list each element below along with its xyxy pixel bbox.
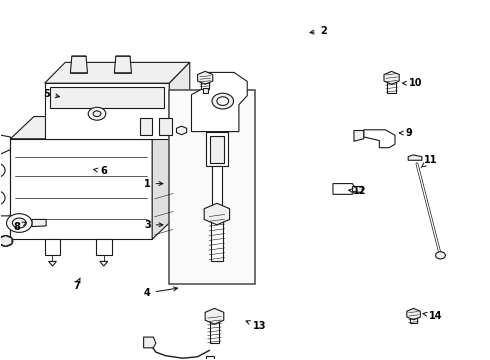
Polygon shape (114, 56, 131, 73)
Text: 7: 7 (73, 278, 80, 291)
Circle shape (6, 214, 32, 232)
Polygon shape (96, 239, 112, 255)
Polygon shape (197, 71, 213, 84)
Bar (159, 118, 171, 135)
Polygon shape (205, 309, 224, 324)
Polygon shape (0, 134, 10, 162)
Bar (212, 166, 222, 205)
Polygon shape (49, 261, 56, 266)
Circle shape (436, 252, 445, 259)
Polygon shape (0, 235, 12, 246)
Polygon shape (176, 126, 187, 135)
Text: 9: 9 (399, 129, 412, 138)
Text: 14: 14 (423, 311, 442, 320)
Circle shape (0, 235, 13, 246)
Polygon shape (364, 130, 395, 148)
Text: 6: 6 (94, 166, 107, 176)
Bar (203, 88, 208, 93)
Circle shape (212, 93, 234, 109)
Polygon shape (10, 139, 152, 239)
Bar (169, 90, 255, 284)
Bar (410, 314, 417, 323)
Text: 13: 13 (246, 321, 267, 331)
Circle shape (0, 190, 5, 206)
Polygon shape (352, 186, 362, 193)
Circle shape (93, 111, 101, 117)
Bar (210, 315, 220, 343)
Polygon shape (192, 72, 247, 132)
Text: 12: 12 (349, 186, 367, 197)
Bar (210, 136, 224, 163)
Polygon shape (100, 261, 108, 266)
Polygon shape (354, 131, 364, 141)
Bar (140, 118, 152, 135)
Circle shape (88, 107, 106, 120)
Polygon shape (144, 337, 156, 348)
Bar (49, 87, 164, 108)
Polygon shape (408, 155, 422, 160)
Text: 4: 4 (144, 287, 177, 298)
Text: 8: 8 (13, 222, 26, 231)
Polygon shape (407, 309, 420, 320)
Text: 5: 5 (44, 89, 59, 99)
Bar (206, 132, 228, 166)
Polygon shape (0, 149, 10, 216)
Polygon shape (204, 203, 230, 225)
Text: 2: 2 (310, 26, 326, 36)
Bar (387, 77, 396, 93)
Polygon shape (45, 62, 190, 83)
Polygon shape (152, 117, 175, 239)
Text: 3: 3 (144, 220, 163, 230)
Circle shape (0, 162, 5, 178)
Text: 10: 10 (402, 78, 423, 88)
Polygon shape (384, 71, 399, 84)
Polygon shape (32, 220, 46, 226)
Polygon shape (10, 117, 175, 139)
Circle shape (217, 97, 229, 105)
Bar (211, 214, 223, 261)
Polygon shape (169, 62, 190, 139)
Bar (201, 77, 209, 89)
Polygon shape (71, 56, 88, 73)
Polygon shape (333, 184, 355, 194)
Circle shape (12, 218, 26, 228)
Polygon shape (45, 239, 60, 255)
Polygon shape (45, 83, 169, 139)
Polygon shape (206, 356, 215, 360)
Text: 11: 11 (421, 155, 438, 167)
Text: 1: 1 (144, 179, 163, 189)
